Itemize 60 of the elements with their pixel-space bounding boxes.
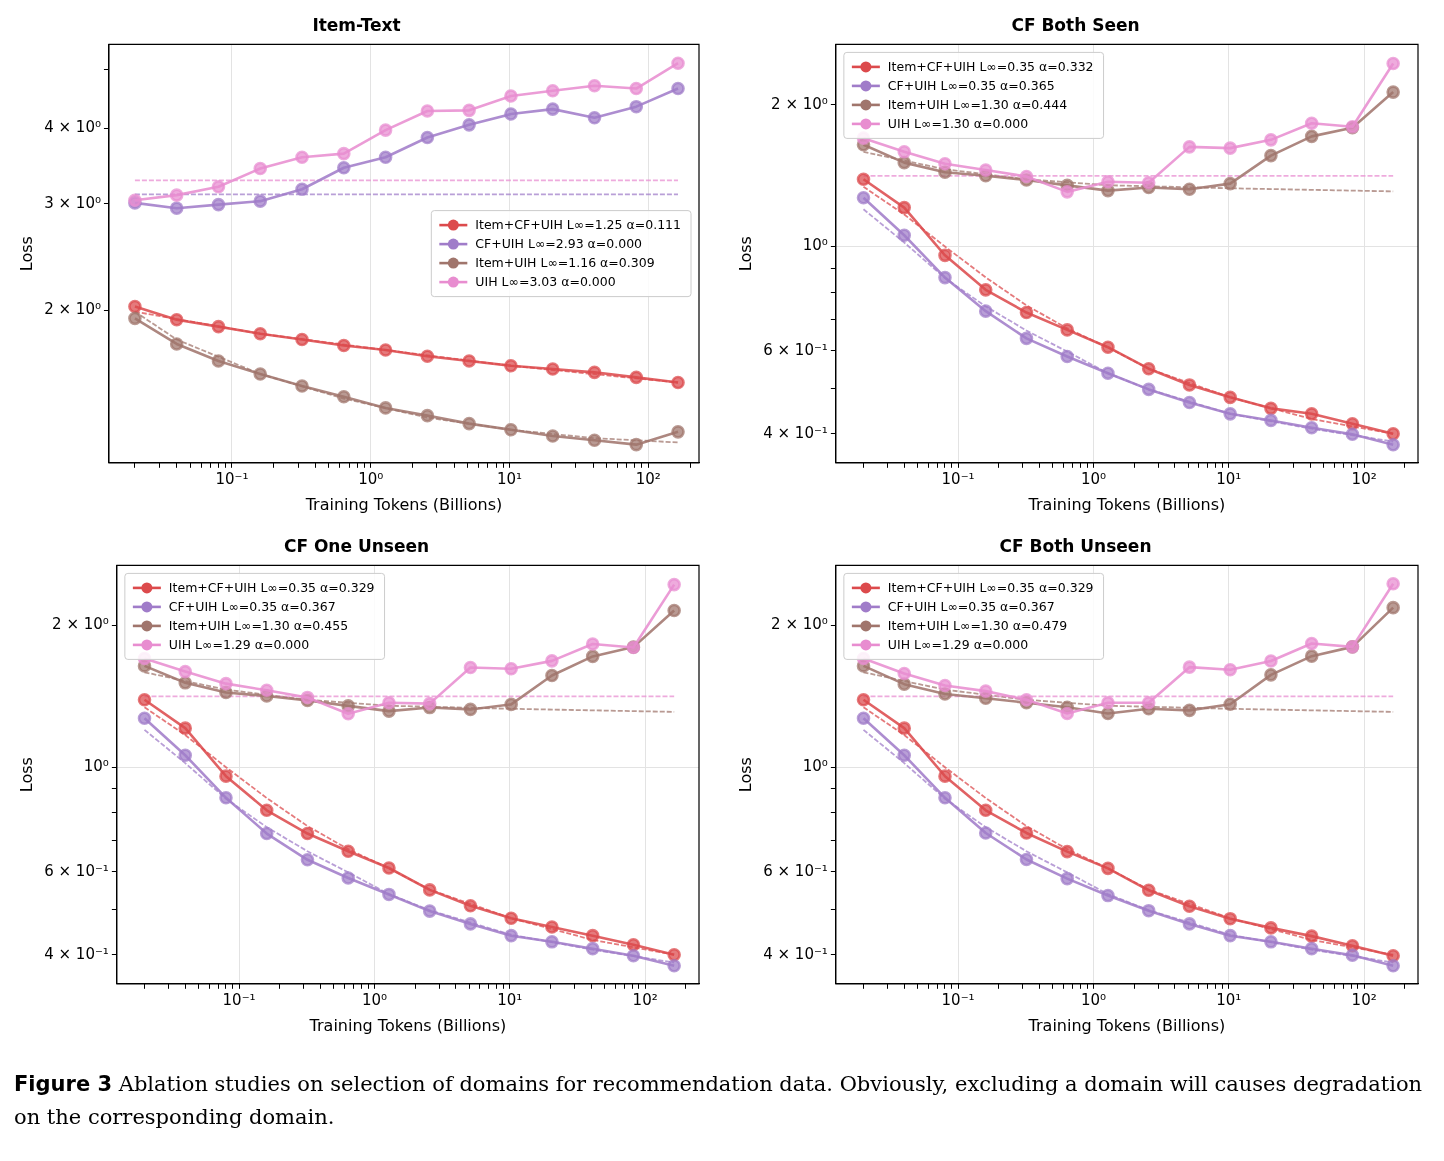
y-tick-label: 2 × 10⁰ bbox=[771, 615, 828, 634]
x-tick-label: 10¹ bbox=[1216, 990, 1242, 1009]
y-tick-label: 10⁰ bbox=[83, 757, 109, 776]
legend-label: CF+UIH L∞=2.93 α=0.000 bbox=[475, 236, 643, 252]
x-tick-label: 10¹ bbox=[496, 469, 523, 488]
y-tick-label: 6 × 10⁻¹ bbox=[763, 340, 828, 359]
x-axis-title: Training Tokens (Billions) bbox=[1027, 494, 1226, 514]
x-tick-label: 10¹ bbox=[1216, 469, 1242, 488]
legend-label: CF+UIH L∞=0.35 α=0.367 bbox=[887, 599, 1055, 615]
y-tick-label: 2 × 10⁰ bbox=[44, 300, 101, 319]
y-tick-label: 4 × 10⁻¹ bbox=[44, 944, 109, 963]
chart-title: Item-Text bbox=[312, 14, 401, 35]
y-tick-label: 4 × 10⁻¹ bbox=[763, 944, 828, 963]
legend-label: Item+UIH L∞=1.30 α=0.479 bbox=[887, 618, 1068, 634]
y-tick-label: 2 × 10⁰ bbox=[52, 615, 109, 634]
x-tick-label: 10² bbox=[632, 990, 658, 1009]
caption: Figure 3 Ablation studies on selection of domains for recommendation data. Obviously, excluding a domain will causes degradation on the corresponding domain. bbox=[14, 1072, 1423, 1129]
x-tick-label: 10⁰ bbox=[1080, 990, 1106, 1009]
legend-label: Item+CF+UIH L∞=0.35 α=0.329 bbox=[887, 580, 1094, 596]
legend-label: Item+UIH L∞=1.30 α=0.444 bbox=[887, 97, 1068, 113]
y-axis-title: Loss bbox=[16, 757, 36, 793]
legend-label: Item+CF+UIH L∞=0.35 α=0.332 bbox=[887, 59, 1094, 75]
y-tick-label: 6 × 10⁻¹ bbox=[763, 861, 828, 880]
legend-label: Item+CF+UIH L∞=1.25 α=0.111 bbox=[475, 217, 682, 233]
y-axis-title: Loss bbox=[735, 757, 755, 793]
y-tick-label: 10⁰ bbox=[802, 757, 828, 776]
x-tick-label: 10⁻¹ bbox=[222, 990, 256, 1009]
x-tick-label: 10² bbox=[635, 469, 661, 488]
y-tick-label: 4 × 10⁰ bbox=[44, 118, 101, 137]
legend-label: CF+UIH L∞=0.35 α=0.367 bbox=[168, 599, 336, 615]
x-axis-title: Training Tokens (Billions) bbox=[1027, 1015, 1226, 1035]
y-tick-label: 4 × 10⁻¹ bbox=[763, 423, 828, 442]
x-tick-label: 10² bbox=[1351, 990, 1377, 1009]
legend-label: UIH L∞=1.30 α=0.000 bbox=[887, 116, 1029, 132]
legend-label: Item+CF+UIH L∞=0.35 α=0.329 bbox=[168, 580, 375, 596]
legend-label: Item+UIH L∞=1.30 α=0.455 bbox=[168, 618, 349, 634]
x-tick-label: 10² bbox=[1351, 469, 1377, 488]
y-tick-label: 2 × 10⁰ bbox=[771, 94, 828, 113]
legend-label: UIH L∞=1.29 α=0.000 bbox=[887, 637, 1029, 653]
x-tick-label: 10⁻¹ bbox=[941, 990, 975, 1009]
chart-title: CF Both Unseen bbox=[999, 535, 1152, 556]
legend-label: UIH L∞=3.03 α=0.000 bbox=[475, 274, 616, 290]
x-axis-title: Training Tokens (Billions) bbox=[304, 494, 503, 514]
x-tick-label: 10⁰ bbox=[1080, 469, 1106, 488]
legend-label: UIH L∞=1.29 α=0.000 bbox=[168, 637, 310, 653]
legend-label: Item+UIH L∞=1.16 α=0.309 bbox=[475, 255, 655, 271]
x-tick-label: 10¹ bbox=[497, 990, 523, 1009]
legend-label: CF+UIH L∞=0.35 α=0.365 bbox=[887, 78, 1055, 94]
x-tick-label: 10⁰ bbox=[361, 990, 387, 1009]
y-tick-label: 6 × 10⁻¹ bbox=[44, 861, 109, 880]
y-tick-label: 10⁰ bbox=[802, 236, 828, 255]
x-tick-label: 10⁰ bbox=[358, 469, 384, 488]
y-axis-title: Loss bbox=[735, 236, 755, 272]
chart-title: CF One Unseen bbox=[283, 535, 430, 556]
x-tick-label: 10⁻¹ bbox=[941, 469, 975, 488]
x-axis-title: Training Tokens (Billions) bbox=[308, 1015, 507, 1035]
chart-title: CF Both Seen bbox=[1011, 14, 1140, 35]
x-tick-label: 10⁻¹ bbox=[215, 469, 249, 488]
y-tick-label: 3 × 10⁰ bbox=[44, 193, 101, 212]
y-axis-title: Loss bbox=[16, 236, 36, 272]
